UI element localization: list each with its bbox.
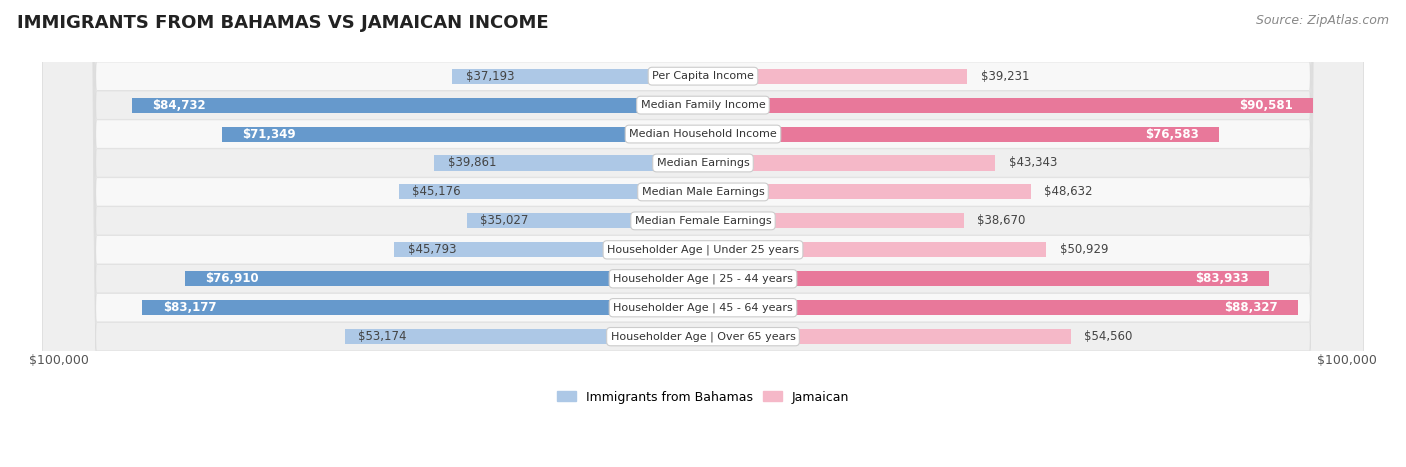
- FancyBboxPatch shape: [42, 0, 1364, 467]
- Text: $39,231: $39,231: [981, 70, 1029, 83]
- Bar: [703, 242, 1046, 257]
- Bar: [453, 69, 703, 84]
- FancyBboxPatch shape: [42, 0, 1364, 467]
- Text: Source: ZipAtlas.com: Source: ZipAtlas.com: [1256, 14, 1389, 27]
- Bar: [398, 184, 703, 199]
- Text: $39,861: $39,861: [449, 156, 496, 170]
- Text: Householder Age | Under 25 years: Householder Age | Under 25 years: [607, 245, 799, 255]
- FancyBboxPatch shape: [42, 0, 1364, 467]
- Bar: [703, 69, 967, 84]
- Text: $100,000: $100,000: [1317, 354, 1376, 367]
- Bar: [222, 127, 703, 142]
- Text: $83,177: $83,177: [163, 301, 217, 314]
- FancyBboxPatch shape: [42, 0, 1364, 467]
- Bar: [703, 329, 1071, 344]
- Text: IMMIGRANTS FROM BAHAMAS VS JAMAICAN INCOME: IMMIGRANTS FROM BAHAMAS VS JAMAICAN INCO…: [17, 14, 548, 32]
- Bar: [184, 271, 703, 286]
- FancyBboxPatch shape: [42, 0, 1364, 467]
- Bar: [467, 213, 703, 228]
- Text: $54,560: $54,560: [1084, 330, 1133, 343]
- Bar: [703, 271, 1268, 286]
- Text: Median Family Income: Median Family Income: [641, 100, 765, 110]
- Text: Householder Age | Over 65 years: Householder Age | Over 65 years: [610, 332, 796, 342]
- Text: $76,910: $76,910: [205, 272, 259, 285]
- Bar: [344, 329, 703, 344]
- Text: $50,929: $50,929: [1060, 243, 1108, 256]
- Text: $76,583: $76,583: [1144, 127, 1199, 141]
- Text: $88,327: $88,327: [1225, 301, 1278, 314]
- FancyBboxPatch shape: [42, 0, 1364, 467]
- Bar: [132, 98, 703, 113]
- Text: Median Household Income: Median Household Income: [628, 129, 778, 139]
- FancyBboxPatch shape: [42, 0, 1364, 467]
- Text: $43,343: $43,343: [1008, 156, 1057, 170]
- Bar: [703, 300, 1298, 315]
- Text: $90,581: $90,581: [1240, 99, 1294, 112]
- Bar: [703, 213, 963, 228]
- Text: $45,176: $45,176: [412, 185, 461, 198]
- FancyBboxPatch shape: [42, 0, 1364, 467]
- Text: Per Capita Income: Per Capita Income: [652, 71, 754, 81]
- Text: Median Male Earnings: Median Male Earnings: [641, 187, 765, 197]
- Text: Median Female Earnings: Median Female Earnings: [634, 216, 772, 226]
- Bar: [142, 300, 703, 315]
- Legend: Immigrants from Bahamas, Jamaican: Immigrants from Bahamas, Jamaican: [553, 386, 853, 409]
- Text: Median Earnings: Median Earnings: [657, 158, 749, 168]
- Bar: [703, 156, 995, 170]
- Text: $53,174: $53,174: [359, 330, 406, 343]
- Text: $71,349: $71,349: [242, 127, 297, 141]
- Text: $100,000: $100,000: [30, 354, 89, 367]
- Text: $37,193: $37,193: [465, 70, 515, 83]
- Text: $38,670: $38,670: [977, 214, 1025, 227]
- Text: $48,632: $48,632: [1045, 185, 1092, 198]
- Text: Householder Age | 25 - 44 years: Householder Age | 25 - 44 years: [613, 274, 793, 284]
- Bar: [703, 184, 1031, 199]
- Text: $84,732: $84,732: [152, 99, 205, 112]
- Bar: [703, 127, 1219, 142]
- FancyBboxPatch shape: [42, 0, 1364, 467]
- Bar: [394, 242, 703, 257]
- Text: Householder Age | 45 - 64 years: Householder Age | 45 - 64 years: [613, 303, 793, 313]
- FancyBboxPatch shape: [42, 0, 1364, 467]
- Bar: [434, 156, 703, 170]
- Text: $83,933: $83,933: [1195, 272, 1249, 285]
- Bar: [703, 98, 1313, 113]
- Text: $35,027: $35,027: [481, 214, 529, 227]
- Text: $45,793: $45,793: [408, 243, 457, 256]
